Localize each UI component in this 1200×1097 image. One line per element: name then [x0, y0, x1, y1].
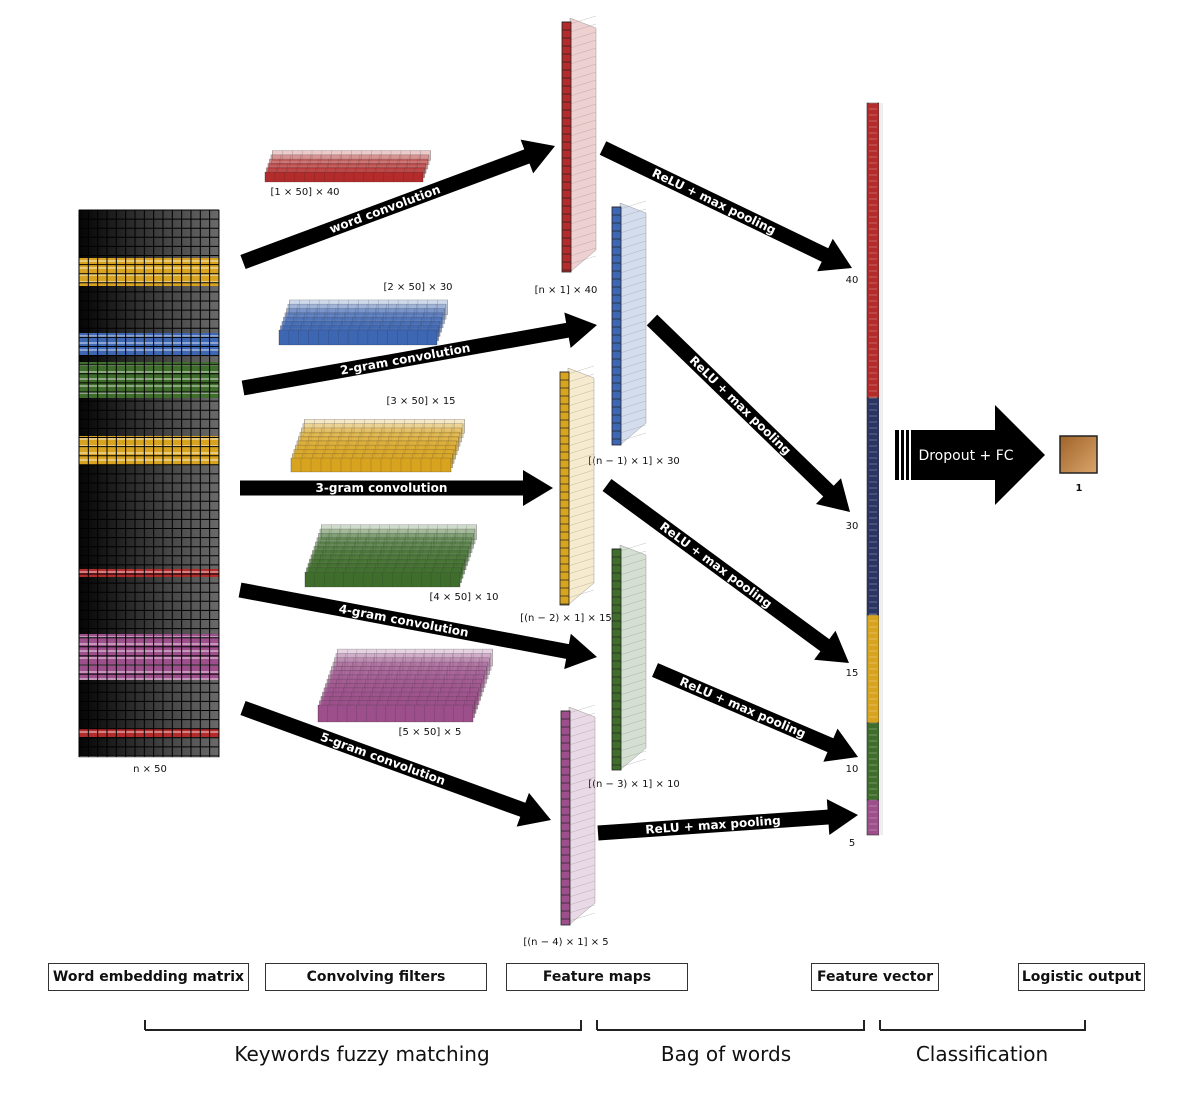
output-size-label: 1 [1076, 483, 1083, 494]
filter-size-label-5: [5 × 50] × 5 [399, 727, 462, 738]
filter-size-label-3: [3 × 50] × 15 [386, 396, 455, 407]
stage-box-convolving-filters: Convolving filters [265, 963, 487, 991]
convolution-arrow-3 [240, 470, 553, 506]
feature-vector-count-label-2: 30 [846, 521, 859, 532]
pooling-arrow-5 [597, 799, 858, 841]
feature-vector-segment-red [866, 102, 880, 399]
convolution-arrow-1-label: word convolution [328, 182, 443, 236]
convolution-arrow-4-label: 4-gram convolution [338, 602, 470, 640]
logistic-output-cell [1059, 435, 1098, 474]
convolving-filter-stack-2 [278, 299, 448, 346]
stage-box-word-embedding-matrix: Word embedding matrix [48, 963, 249, 991]
pooling-arrow-4-label: ReLU + max pooling [678, 674, 808, 740]
arrow-stripe [899, 430, 901, 480]
convolution-arrow-1 [240, 139, 555, 270]
arrow-stripe [909, 430, 911, 480]
stage-box-logistic-output: Logistic output [1018, 963, 1145, 991]
feature-map-size-label-2: [(n − 1) × 1] × 30 [588, 456, 680, 467]
feature-map-size-label-5: [(n − 4) × 1] × 5 [523, 937, 608, 948]
group-bracket [596, 1020, 865, 1031]
pooling-arrow-5-label: ReLU + max pooling [645, 813, 781, 836]
feature-map-3 [559, 365, 595, 606]
feature-vector-segment-green [866, 722, 880, 801]
dropout-fc-arrow [895, 405, 1045, 505]
feature-map-1 [561, 15, 597, 273]
pooling-arrow-3-label: ReLU + max pooling [657, 519, 775, 611]
stage-box-feature-maps: Feature maps [506, 963, 688, 991]
feature-map-4 [611, 542, 647, 771]
stage-box-feature-vector: Feature vector [811, 963, 939, 991]
feature-vector-count-label-3: 15 [846, 668, 859, 679]
convolution-arrow-3-label: 3-gram convolution [316, 481, 448, 495]
convolving-filter-stack-3 [290, 418, 465, 473]
group-bracket [879, 1020, 1086, 1031]
group-label-keywords-fuzzy-matching: Keywords fuzzy matching [234, 1042, 490, 1066]
pooling-arrow-1-label: ReLU + max pooling [650, 166, 778, 238]
embedding-row-band-red [79, 729, 219, 737]
filter-size-label-1: [1 × 50] × 40 [270, 187, 339, 198]
convolving-filter-stack-1 [264, 150, 431, 183]
feature-vector [866, 102, 883, 836]
convolution-arrow-4 [238, 582, 598, 670]
group-label-bag-of-words: Bag of words [660, 1042, 792, 1066]
group-label-classification: Classification [915, 1042, 1049, 1066]
feature-map-5 [560, 704, 596, 926]
pooling-arrow-1 [599, 141, 852, 272]
pooling-arrow-2 [646, 314, 850, 512]
feature-vector-count-label-4: 10 [846, 764, 859, 775]
feature-map-size-label-3: [(n − 2) × 1] × 15 [520, 613, 612, 624]
arrow-stripe [904, 430, 906, 480]
pooling-arrow-2-label: ReLU + max pooling [687, 353, 794, 458]
embedding-matrix-size-label: n × 50 [133, 764, 167, 775]
feature-map-size-label-1: [n × 1] × 40 [535, 285, 598, 296]
convolution-arrow-5 [240, 700, 551, 827]
embedding-row-band-purple [79, 634, 219, 680]
filter-size-label-4: [4 × 50] × 10 [429, 592, 498, 603]
feature-map-size-label-4: [(n − 3) × 1] × 10 [588, 779, 680, 790]
feature-map-2 [611, 200, 647, 446]
feature-vector-count-label-1: 40 [846, 275, 859, 286]
convolution-arrow-2-label: 2-gram convolution [339, 341, 471, 378]
pooling-arrow-3 [602, 478, 849, 663]
convolution-arrow-5-label: 5-gram convolution [319, 730, 448, 788]
feature-vector-count-label-5: 5 [849, 838, 855, 849]
filter-size-label-2: [2 × 50] × 30 [383, 282, 452, 293]
pooling-arrow-4 [652, 663, 858, 762]
group-bracket [144, 1020, 582, 1031]
word-embedding-matrix [78, 209, 220, 758]
dropout-fc-label: Dropout + FC [918, 448, 1013, 464]
embedding-row-band-red [79, 569, 219, 577]
convolution-arrow-2 [241, 312, 597, 396]
convolving-filter-stack-5 [317, 648, 493, 723]
convolving-filter-stack-4 [304, 524, 477, 588]
feature-vector-segment-navy [866, 397, 880, 616]
